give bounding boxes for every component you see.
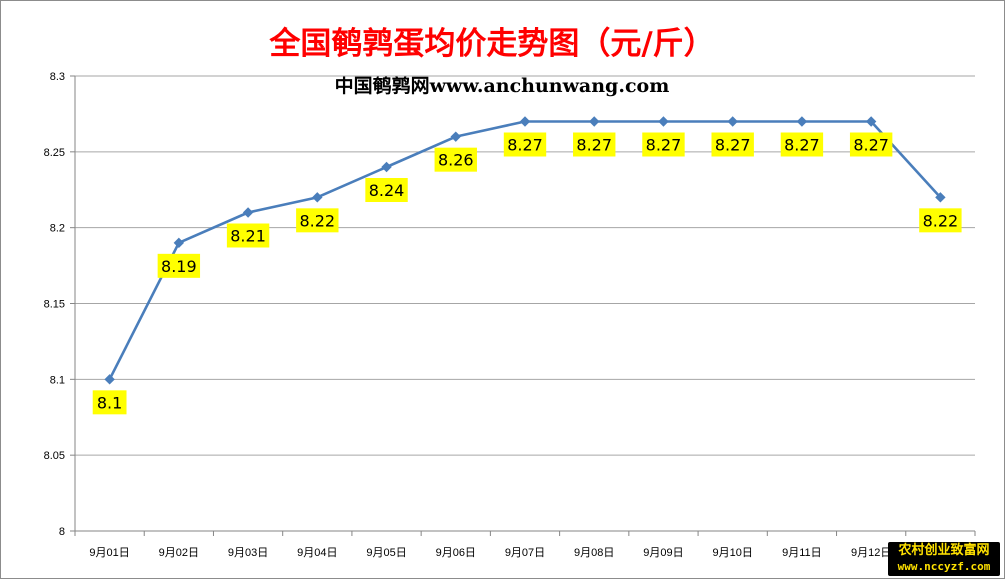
y-tick-label: 8.2 [50,223,65,235]
data-label: 8.27 [507,136,543,155]
data-point [589,116,600,127]
data-label: 8.27 [853,136,889,155]
data-point [658,116,669,127]
data-label-bg [780,132,824,157]
data-label-bg [157,253,201,278]
y-tick-label: 8.25 [44,147,65,159]
data-markers [104,116,946,385]
x-tick-label: 9月11日 [782,547,822,559]
axes [70,75,976,536]
y-tick-label: 8 [59,526,65,538]
watermark-title: 农村创业致富网 [898,543,990,558]
data-label-bg [849,132,893,157]
data-label: 8.26 [438,151,474,170]
data-point [935,192,946,203]
x-tick-label: 9月01日 [89,547,129,559]
watermark-badge: 农村创业致富网 www.nccyzf.com [888,542,1000,576]
x-tick-label: 9月02日 [159,547,199,559]
data-label: 8.27 [784,136,820,155]
x-tick-label: 9月08日 [574,547,614,559]
data-point [381,161,392,173]
x-tick-label: 9月07日 [505,547,545,559]
data-labels: 8.1 8.19 8.21 8.22 8.24 8.26 8.27 8.27 8.27 8.27 8… [92,132,962,415]
data-label: 8.24 [369,181,405,200]
data-point [865,116,877,127]
x-tick-label: 9月03日 [228,547,268,559]
data-label: 8.22 [923,211,959,230]
data-point [519,116,531,127]
data-label: 8.1 [97,393,122,412]
data-label-bg [92,390,127,415]
x-tick-label: 9月04日 [297,547,337,559]
data-point [796,116,808,127]
y-tick-label: 8.3 [50,71,65,83]
data-label-bg [226,223,270,248]
data-label-bg [919,208,962,233]
y-tick-labels: 8 8.05 8.1 8.15 8.2 8.25 8.3 [44,71,65,538]
data-label: 8.27 [715,136,751,155]
data-point [312,192,323,203]
series-line [108,120,942,380]
y-tick-label: 8.05 [44,450,65,462]
series-line-group [108,120,942,380]
x-tick-label: 9月05日 [366,547,406,559]
y-tick-label: 8.1 [50,374,65,386]
data-point [104,374,115,385]
x-tick-labels: 9月01日 9月02日 9月03日 9月04日 9月05日 9月06日 9月07日 9月08日… [89,547,960,559]
data-point [450,131,461,142]
watermark-url: www.nccyzf.com [897,560,991,573]
data-point [727,116,738,127]
x-tick-label: 9月12日 [851,547,891,559]
data-label: 8.27 [646,136,682,155]
site-subtitle: 中国鹌鹑网www.anchunwang.com [335,74,670,97]
data-label-bg [296,208,339,233]
data-label-bg [503,132,547,157]
x-tick-label: 9月10日 [713,547,753,559]
data-label: 8.21 [230,227,266,246]
data-label-bg [711,132,754,157]
data-label-bg [573,132,616,157]
y-tick-label: 8.15 [44,299,65,311]
data-label: 8.27 [576,136,612,155]
chart-title: 全国鹌鹑蛋均价走势图（元/斤） [268,26,714,62]
data-label: 8.19 [161,257,197,276]
data-label-bg [642,132,685,157]
x-tick-label: 9月09日 [643,547,683,559]
data-point [173,237,185,249]
data-point [242,207,254,218]
x-tick-label: 9月06日 [436,547,476,559]
data-label-bg [365,178,408,202]
data-label-bg [434,147,477,172]
data-label: 8.22 [299,211,335,230]
